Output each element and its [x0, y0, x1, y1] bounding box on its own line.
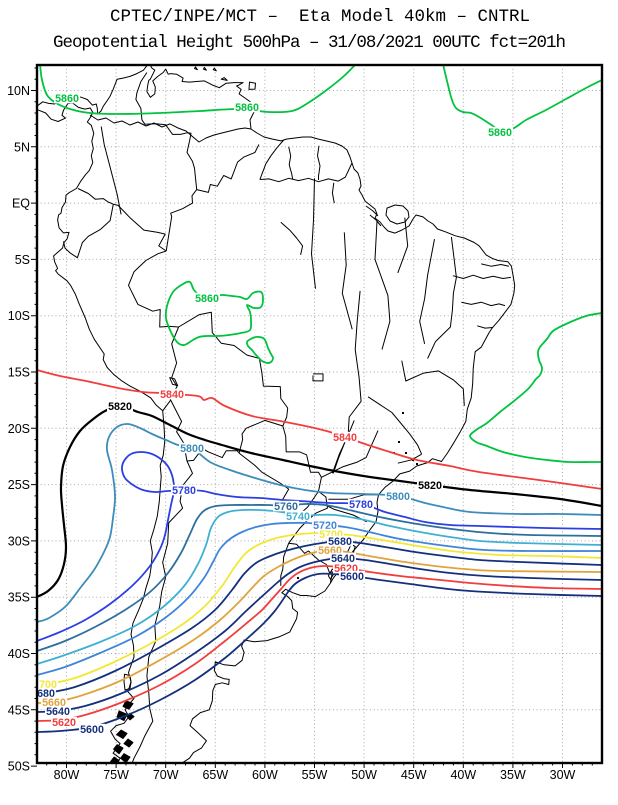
svg-text:5820: 5820	[108, 401, 132, 413]
svg-text:30S: 30S	[8, 534, 30, 548]
svg-text:5N: 5N	[14, 140, 30, 154]
svg-text:10S: 10S	[8, 309, 30, 323]
svg-text:45S: 45S	[8, 703, 30, 717]
svg-text:35W: 35W	[500, 768, 526, 782]
svg-text:5800: 5800	[386, 491, 410, 503]
svg-text:10N: 10N	[7, 84, 30, 98]
svg-text:75W: 75W	[103, 768, 129, 782]
svg-text:5800: 5800	[180, 443, 204, 455]
svg-text:40W: 40W	[450, 768, 476, 782]
svg-text:80W: 80W	[54, 768, 80, 782]
svg-text:5600: 5600	[80, 724, 104, 736]
svg-text:5780: 5780	[349, 499, 373, 511]
svg-text:5740: 5740	[286, 511, 310, 523]
svg-text:15S: 15S	[8, 366, 30, 380]
svg-text:20S: 20S	[8, 422, 30, 436]
svg-text:5S: 5S	[15, 253, 30, 267]
svg-text:5600: 5600	[340, 571, 364, 583]
svg-text:5620: 5620	[52, 717, 76, 729]
svg-text:60W: 60W	[252, 768, 278, 782]
svg-text:5640: 5640	[46, 706, 70, 718]
svg-text:5860: 5860	[55, 93, 79, 105]
svg-text:70W: 70W	[153, 768, 179, 782]
svg-text:5760: 5760	[274, 501, 298, 513]
svg-text:5640: 5640	[331, 553, 355, 565]
svg-text:65W: 65W	[202, 768, 228, 782]
svg-text:35S: 35S	[8, 591, 30, 605]
svg-text:5820: 5820	[418, 480, 442, 492]
svg-text:EQ: EQ	[12, 197, 30, 211]
svg-text:5860: 5860	[488, 127, 512, 139]
svg-text:55W: 55W	[302, 768, 328, 782]
svg-text:30W: 30W	[550, 768, 576, 782]
svg-text:5840: 5840	[160, 389, 184, 401]
svg-text:5860: 5860	[195, 293, 219, 305]
svg-text:5780: 5780	[172, 485, 196, 497]
svg-text:5840: 5840	[333, 432, 357, 444]
svg-text:5860: 5860	[235, 102, 259, 114]
svg-text:50S: 50S	[8, 760, 30, 774]
svg-text:40S: 40S	[8, 647, 30, 661]
svg-text:45W: 45W	[401, 768, 427, 782]
svg-text:50W: 50W	[351, 768, 377, 782]
svg-text:25S: 25S	[8, 478, 30, 492]
